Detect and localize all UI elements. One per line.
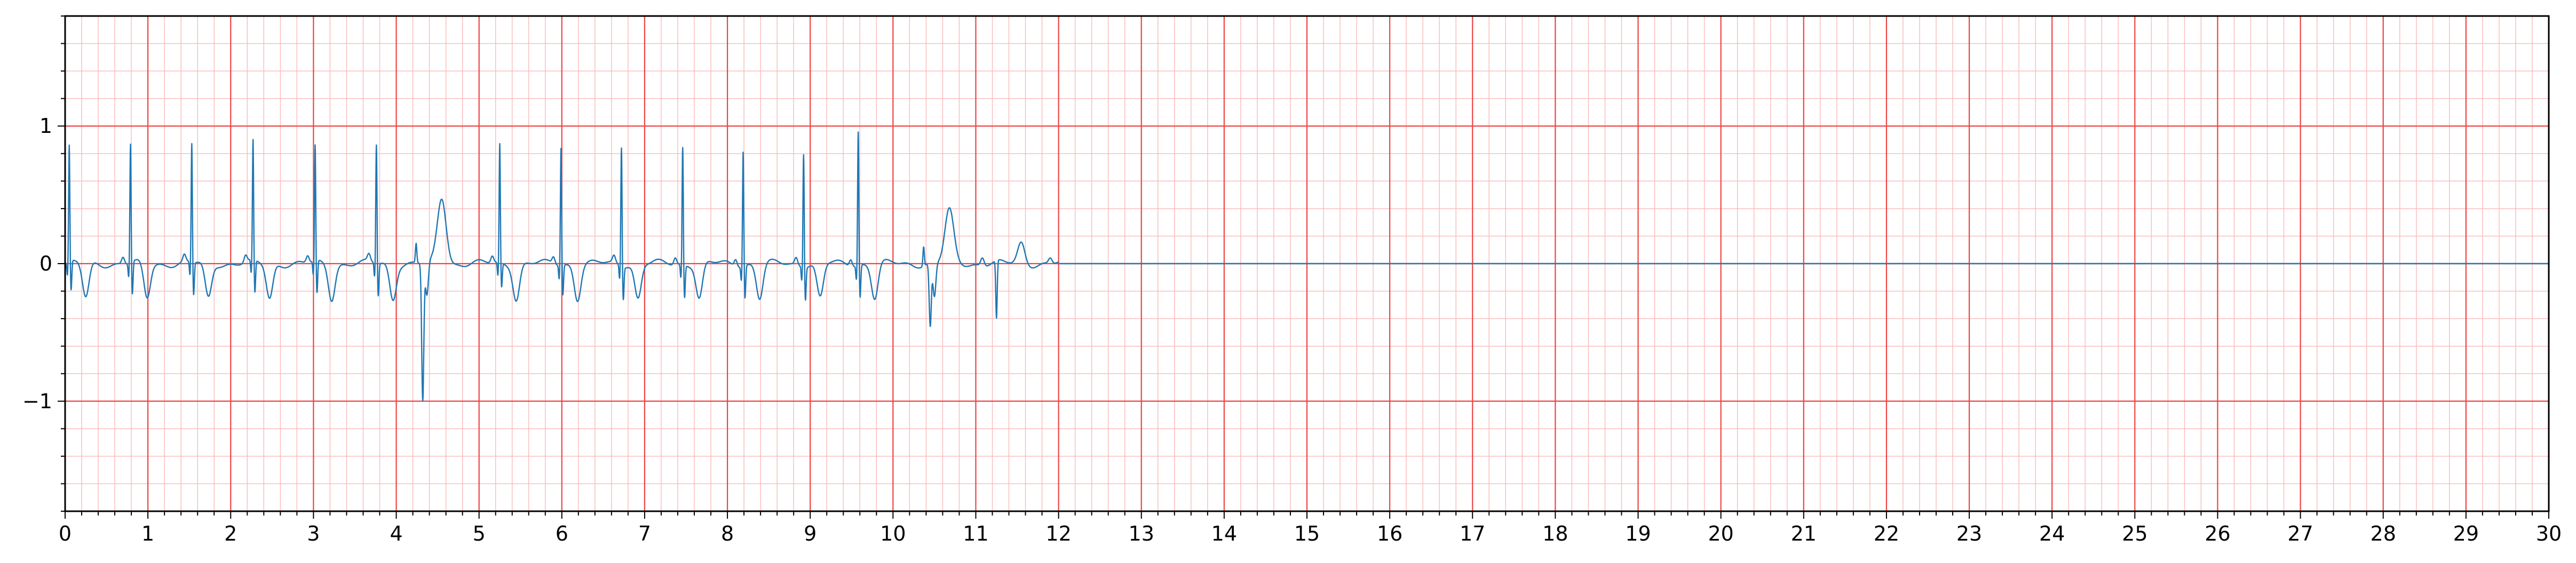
x-tick-label: 28 — [2371, 522, 2396, 545]
x-tick-label: 6 — [556, 522, 568, 545]
x-tick-label: 27 — [2287, 522, 2313, 545]
x-axis: 0 1 2 3 4 5 6 7 8 9 10 11 12 13 14 15 16 17 18 19 20 21 22 23 24… — [59, 511, 2562, 545]
x-tick-label: 9 — [804, 522, 817, 545]
x-tick-label: 25 — [2122, 522, 2147, 545]
x-tick-label: 3 — [307, 522, 320, 545]
x-tick-label: 11 — [963, 522, 988, 545]
x-tick-label: 30 — [2536, 522, 2562, 545]
x-tick-label: 29 — [2453, 522, 2479, 545]
x-tick-label: 16 — [1377, 522, 1402, 545]
y-axis: −1 0 1 — [22, 15, 65, 512]
x-tick-label: 23 — [1956, 522, 1982, 545]
x-tick-label: 15 — [1294, 522, 1320, 545]
x-tick-label: 12 — [1045, 522, 1071, 545]
x-tick-label: 24 — [2039, 522, 2065, 545]
x-tick-label: 2 — [224, 522, 237, 545]
x-tick-label: 7 — [638, 522, 651, 545]
ecg-signal-line — [65, 131, 1059, 402]
x-tick-label: 17 — [1460, 522, 1485, 545]
y-tick-label: −1 — [22, 390, 52, 413]
x-tick-label: 20 — [1708, 522, 1733, 545]
x-tick-label: 10 — [880, 522, 906, 545]
y-tick-label: 0 — [39, 252, 52, 275]
x-tick-label: 4 — [390, 522, 402, 545]
x-tick-label: 22 — [1874, 522, 1899, 545]
x-tick-label: 5 — [473, 522, 486, 545]
x-tick-label: 21 — [1791, 522, 1817, 545]
y-tick-label: 1 — [39, 114, 52, 138]
x-tick-label: 13 — [1129, 522, 1154, 545]
x-tick-label: 0 — [59, 522, 72, 545]
x-tick-label: 14 — [1211, 522, 1237, 545]
x-tick-label: 19 — [1625, 522, 1651, 545]
x-tick-label: 18 — [1542, 522, 1568, 545]
x-tick-label: 1 — [141, 522, 154, 545]
x-tick-label: 26 — [2205, 522, 2230, 545]
x-tick-label: 8 — [721, 522, 734, 545]
